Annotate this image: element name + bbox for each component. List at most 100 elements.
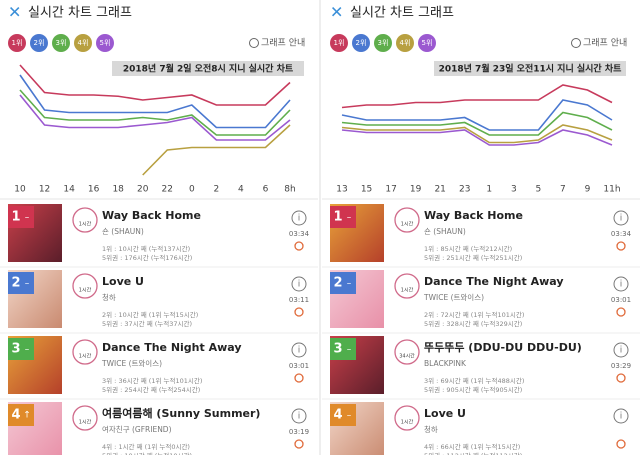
song-title[interactable]: 뚜두뚜두 (DDU-DU DDU-DU) (424, 341, 582, 354)
weather-icon (616, 373, 626, 383)
song-title[interactable]: Love U (424, 407, 466, 420)
stat-line: 1위 : 85시간 째 (누적212시간) (424, 244, 512, 253)
song-title[interactable]: Love U (102, 275, 144, 288)
info-glyph: i (298, 280, 301, 290)
legend-label: 1위 (12, 39, 23, 47)
stat-line: 4위 : 1시간 째 (1위 누적0시간) (102, 442, 190, 451)
legend-chip (396, 34, 414, 52)
legend-label: 3위 (56, 39, 67, 47)
annotation-box (434, 61, 626, 76)
badge-label: 1시간 (401, 419, 414, 426)
x-tick-label: 9 (585, 185, 591, 195)
rank-change: – (347, 213, 352, 223)
series-line (341, 111, 613, 136)
annotation-box (112, 61, 304, 76)
series-line (19, 74, 291, 129)
rank-change: – (25, 213, 30, 223)
x-tick-label: 3 (511, 185, 517, 195)
stat-line: 5위권 : 254시간 째 (누적254시간) (102, 385, 200, 394)
badge-label: 1시간 (79, 287, 92, 294)
x-tick-label: 14 (63, 185, 75, 195)
x-tick-label: 23 (459, 185, 470, 195)
weather-icon (294, 373, 304, 383)
series-line (19, 89, 291, 136)
info-button[interactable] (613, 408, 629, 424)
header-title: 실시간 차트 그래프 (28, 6, 132, 21)
x-tick-label: 21 (434, 185, 445, 195)
info-button[interactable] (291, 408, 307, 424)
rank-number: 1 (333, 210, 342, 225)
legend-chip (96, 34, 114, 52)
stat-line: 3위 : 69시간 째 (1위 누적488시간) (424, 376, 524, 385)
info-glyph: i (298, 214, 301, 224)
stat-line: 5위권 : 37시간 째 (누적37시간) (102, 319, 192, 328)
info-button[interactable] (291, 276, 307, 292)
song-title[interactable]: Dance The Night Away (102, 341, 242, 354)
badge-label: 1시간 (79, 419, 92, 426)
legend-chip (418, 34, 436, 52)
rank-number: 3 (11, 342, 20, 357)
rank-change: – (347, 411, 352, 421)
legend-chip (8, 34, 26, 52)
badge-icon (72, 273, 98, 299)
legend-chip (352, 34, 370, 52)
song-title[interactable]: Way Back Home (102, 209, 201, 222)
legend-label: 1위 (334, 39, 345, 47)
badge-icon (394, 207, 420, 233)
legend-label: 2위 (34, 39, 45, 47)
x-tick-label: 12 (39, 185, 50, 195)
rank-change: ↑ (23, 411, 31, 421)
info-glyph: i (620, 280, 623, 290)
x-tick-label: 1 (486, 185, 492, 195)
rank-badge (8, 404, 34, 426)
chart-annotation: 2018년 7월 2일 오전8시 지니 실시간 차트 (123, 63, 294, 75)
artist: 청하 (102, 292, 116, 302)
x-tick-label: 6 (263, 185, 269, 195)
info-button[interactable] (291, 342, 307, 358)
weather-icon (294, 241, 304, 251)
legend-chip (330, 34, 348, 52)
rank-badge (330, 404, 356, 426)
badge-label: 1시간 (401, 287, 414, 294)
guide-link[interactable]: 그래프 안내 (583, 38, 627, 49)
legend-label: 3위 (378, 39, 389, 47)
info-glyph: i (620, 214, 623, 224)
badge-icon (394, 339, 420, 365)
info-button[interactable] (613, 276, 629, 292)
rank-change: – (25, 279, 30, 289)
series-line (341, 84, 613, 109)
badge-icon (394, 405, 420, 431)
weather-icon (616, 241, 626, 251)
rank-number: 4 (333, 408, 342, 423)
guide-link[interactable]: 그래프 안내 (261, 38, 305, 49)
info-button[interactable] (613, 342, 629, 358)
x-tick-label: 5 (535, 185, 541, 195)
info-icon[interactable] (249, 38, 259, 48)
stat-line: 2위 : 72시간 째 (1위 누적101시간) (424, 310, 524, 319)
legend-label: 4위 (78, 39, 89, 47)
rank-change: – (347, 345, 352, 355)
info-button[interactable] (613, 210, 629, 226)
rank-badge (8, 206, 34, 228)
artist: BLACKPINK (424, 359, 467, 368)
close-icon[interactable]: ✕ (8, 3, 21, 22)
info-glyph: i (620, 346, 623, 356)
duration: 03:19 (289, 428, 309, 436)
song-title[interactable]: Dance The Night Away (424, 275, 564, 288)
song-title[interactable]: Way Back Home (424, 209, 523, 222)
info-button[interactable] (291, 210, 307, 226)
x-tick-label: 19 (410, 185, 422, 195)
artist: 숀 (SHAUN) (424, 227, 466, 236)
stat-line: 5위권 : 251시간 째 (누적251시간) (424, 253, 522, 262)
close-icon[interactable]: ✕ (330, 3, 343, 22)
badge-icon (72, 207, 98, 233)
song-title[interactable]: 여름여름해 (Sunny Summer) (102, 406, 260, 420)
duration: 03:11 (289, 296, 309, 304)
rank-number: 2 (11, 276, 20, 291)
stat-line: 5위권 : 905시간 째 (누적905시간) (424, 385, 522, 394)
info-icon[interactable] (571, 38, 581, 48)
stat-line: 3위 : 36시간 째 (1위 누적101시간) (102, 376, 202, 385)
info-glyph: i (298, 346, 301, 356)
badge-icon (72, 339, 98, 365)
